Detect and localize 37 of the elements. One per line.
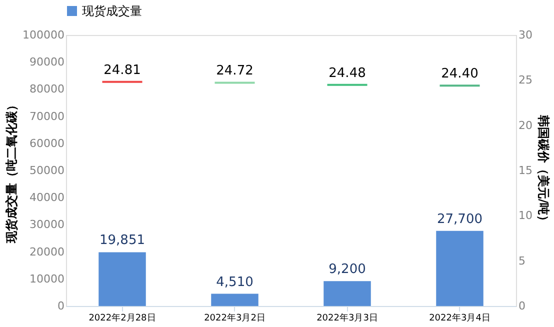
- y-tick-label: 10000: [30, 272, 64, 286]
- data-label: 4,510: [216, 274, 254, 290]
- y2-tick-label: 15: [518, 164, 532, 177]
- bar: [98, 252, 146, 306]
- y2-tick-label: 10: [518, 209, 532, 222]
- y2-tick-label: 5: [518, 254, 526, 268]
- bar: [211, 294, 258, 306]
- x-tick-label: 2022年2月28日: [88, 312, 156, 324]
- y-tick-label: 30000: [30, 218, 64, 232]
- y-tick-label: 20000: [30, 245, 64, 258]
- y-tick-label: 80000: [30, 82, 64, 96]
- x-tick-label: 2022年3月2日: [204, 312, 266, 324]
- text: 24.48: [328, 66, 366, 81]
- y-tick-label: 50000: [30, 164, 64, 177]
- x-tick-label: 2022年3月3日: [316, 312, 378, 324]
- x-tick-label: 2022年3月4日: [429, 312, 490, 324]
- legend-label: 现货成交量: [82, 4, 142, 18]
- y-tick-label: 60000: [30, 136, 64, 150]
- text: 24.72: [216, 64, 254, 79]
- y-tick-label: 100000: [22, 28, 64, 42]
- y-tick-label: 70000: [30, 110, 64, 123]
- y2-tick-label: 20: [518, 118, 532, 132]
- y2-tick-label: 0: [518, 300, 526, 312]
- text: 24.81: [104, 62, 141, 78]
- y-axis-title: 现货成交量（吨二氧化碳）: [4, 99, 19, 244]
- y2-tick-label: 30: [518, 28, 532, 42]
- text: 24.40: [441, 66, 478, 82]
- y2-tick-label: 25: [518, 74, 532, 87]
- y2-axis-title: 韩国碳价（美元/吨）: [536, 114, 550, 228]
- y-tick-label: 40000: [30, 191, 64, 204]
- data-label: 19,851: [100, 233, 145, 248]
- data-label: 27,700: [437, 212, 482, 227]
- y-tick-label: 90000: [30, 56, 64, 69]
- bar: [436, 230, 484, 306]
- y-tick-label: 0: [58, 300, 64, 312]
- data-label: 9,200: [328, 262, 366, 278]
- bar: [324, 281, 371, 306]
